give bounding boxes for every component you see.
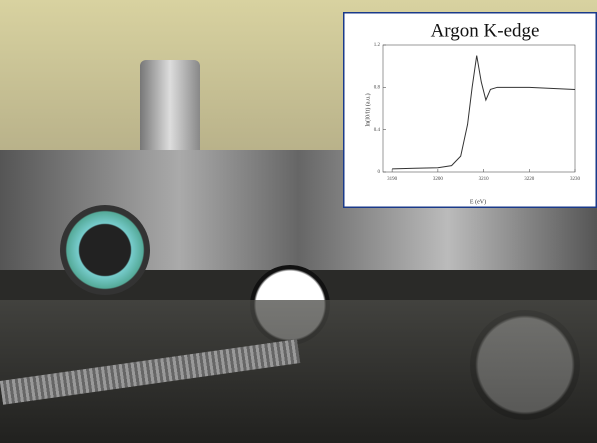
y-tick-label: 0.4 <box>374 128 381 133</box>
x-tick-label: 3190 <box>387 177 398 182</box>
chart-title: Argon K-edge <box>431 20 540 41</box>
x-axis-label: E (eV) <box>470 198 486 205</box>
y-tick-label: 1.2 <box>374 43 381 48</box>
y-tick-label: 0.8 <box>374 85 381 90</box>
flange <box>60 205 150 295</box>
inset-chart: Argon K-edge E (eV) ln(I0/It) (a.u.) 00.… <box>343 12 597 208</box>
x-tick-label: 3220 <box>524 177 535 182</box>
x-tick-label: 3200 <box>433 177 444 182</box>
y-axis-label: ln(I0/It) (a.u.) <box>364 93 371 126</box>
x-tick-label: 3230 <box>570 177 581 182</box>
x-tick-label: 3210 <box>479 177 490 182</box>
photo: Argon K-edge E (eV) ln(I0/It) (a.u.) 00.… <box>0 0 597 443</box>
inset-frame <box>343 12 597 208</box>
